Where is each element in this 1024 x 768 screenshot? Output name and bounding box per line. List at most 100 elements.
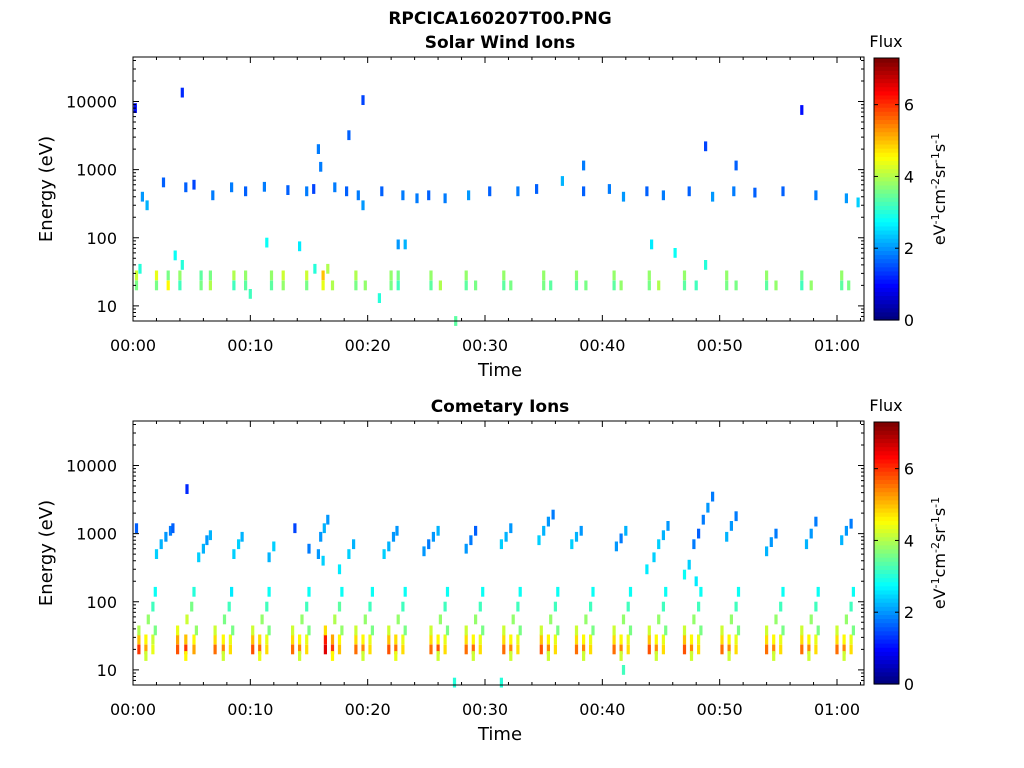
colorbar-band (874, 307, 899, 313)
heatmap-cell (427, 190, 431, 201)
heatmap-cell (382, 549, 386, 559)
heatmap-cell (734, 634, 738, 645)
heatmap-cell (488, 186, 492, 197)
heatmap-cell (621, 665, 626, 675)
heatmap-cell (345, 186, 349, 197)
colorbar-band (874, 602, 899, 607)
heatmap-cell (626, 644, 630, 655)
colorbar-band (874, 487, 899, 493)
colorbar-band (874, 422, 899, 427)
heatmap-cell (323, 625, 327, 636)
colorbar-band (874, 634, 899, 640)
heatmap-cell (553, 644, 557, 655)
heatmap-cell (612, 644, 616, 655)
heatmap-cell (574, 270, 579, 281)
colorbar-band (874, 270, 899, 276)
heatmap-cell (281, 270, 285, 281)
heatmap-cell (687, 559, 691, 570)
heatmap-cell (429, 270, 433, 281)
heatmap-cell (403, 586, 407, 597)
colorbar-band (874, 58, 899, 63)
heatmap-cell (781, 186, 785, 197)
heatmap-cell (361, 634, 365, 645)
heatmap-cell (509, 634, 513, 645)
colorbar-band (874, 532, 899, 538)
heatmap-cell (809, 528, 813, 539)
colorbar-band (874, 180, 899, 186)
heatmap-cell (361, 651, 365, 661)
heatmap-cell (293, 523, 297, 534)
heatmap-cell (316, 549, 320, 559)
heatmap-cell (221, 651, 225, 661)
colorbar-band (874, 229, 899, 235)
colorbar-frame (873, 421, 900, 685)
heatmap-cell (478, 634, 482, 645)
heatmap-cell (298, 634, 302, 645)
heatmap-cell (574, 280, 579, 291)
heatmap-cell (134, 523, 139, 534)
panel-2-x-axis: 00:00 00:10 00:20 00:30 00:40 00:50 01:00 (110, 421, 861, 719)
heatmap-cell (443, 634, 447, 645)
heatmap-cell (546, 644, 550, 655)
heatmap-cell (192, 586, 196, 597)
heatmap-cell (394, 644, 398, 655)
heatmap-cell (337, 601, 342, 612)
heatmap-cell (370, 625, 374, 636)
colorbar-band (874, 647, 899, 652)
heatmap-cell (184, 651, 188, 661)
colorbar-frame (873, 57, 900, 321)
heatmap-cell (542, 280, 546, 291)
heatmap-cell (438, 614, 442, 625)
colorbar-band (874, 303, 899, 309)
heatmap-cell (134, 270, 139, 281)
y-tick-label: 100 (86, 229, 117, 248)
heatmap-cell (765, 634, 769, 645)
heatmap-cell (377, 293, 381, 303)
heatmap-cell (267, 552, 271, 563)
heatmap-cell (394, 651, 398, 661)
panel-2-title: Cometary Ions (431, 397, 570, 417)
heatmap-cell (645, 186, 649, 197)
colorbar-band (874, 266, 899, 272)
panel-solar-wind: Solar Wind Ions 10 100 1000 10000 00:00 00:1… (36, 32, 949, 381)
heatmap-cell (300, 614, 304, 625)
colorbar-band (874, 262, 899, 268)
heatmap-cell (251, 625, 255, 636)
colorbar-band (874, 610, 899, 615)
colorbar-band (874, 499, 899, 505)
colorbar-band (874, 234, 899, 239)
heatmap-cell (664, 625, 668, 636)
heatmap-cell (772, 644, 776, 655)
colorbar-band (874, 618, 899, 624)
colorbar-band (874, 119, 899, 125)
heatmap-cell (582, 160, 586, 171)
colorbar-band (874, 238, 899, 243)
colorbar-band (874, 184, 899, 190)
heatmap-cell (321, 555, 325, 566)
heatmap-cell (720, 634, 724, 645)
heatmap-cell (849, 644, 853, 655)
heatmap-cell (481, 586, 485, 597)
colorbar-band (874, 507, 899, 513)
heatmap-cell (138, 263, 142, 274)
heatmap-cell (765, 644, 769, 655)
heatmap-cell (574, 644, 579, 655)
heatmap-cell (689, 651, 694, 661)
heatmap-cell (835, 625, 839, 636)
heatmap-cell (835, 634, 839, 645)
colorbar-band (874, 557, 899, 562)
heatmap-cell (363, 280, 367, 291)
heatmap-cell (330, 644, 335, 655)
colorbar-tick-label: 2 (904, 603, 914, 622)
heatmap-cell (251, 644, 255, 655)
colorbar-band (874, 585, 899, 591)
heatmap-cell (682, 644, 687, 655)
heatmap-cell (368, 634, 372, 645)
figure-title: RPCICA160207T00.PNG (388, 9, 611, 29)
colorbar-band (874, 462, 899, 468)
heatmap-cell (612, 280, 616, 291)
colorbar-band (874, 516, 899, 521)
colorbar-band (874, 528, 899, 534)
heatmap-cell (323, 634, 327, 645)
x-tick-label: 00:50 (697, 700, 743, 719)
